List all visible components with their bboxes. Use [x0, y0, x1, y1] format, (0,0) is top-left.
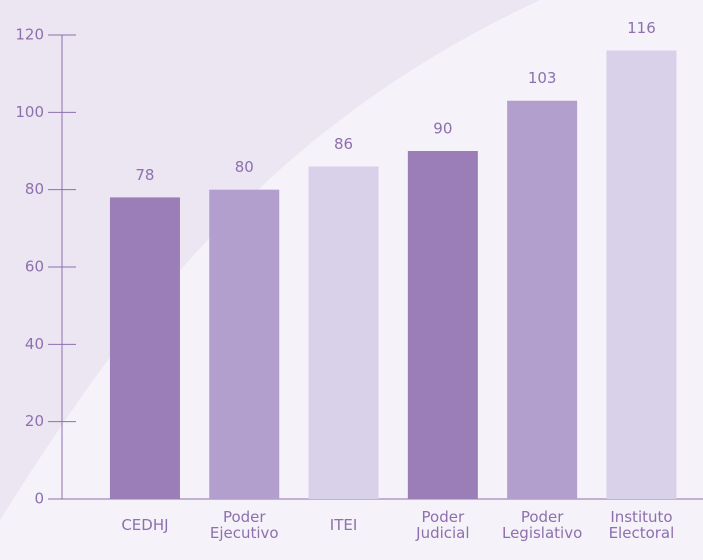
value-label: 80: [235, 158, 254, 176]
x-tick-label: Poder Ejecutivo: [209, 508, 279, 542]
x-tick-label: CEDHJ: [121, 516, 169, 534]
y-tick-label: 120: [15, 26, 44, 44]
y-tick-label: 40: [25, 335, 44, 353]
y-tick-label: 0: [34, 490, 44, 508]
y-tick-label: 60: [25, 258, 44, 276]
bar: [109, 197, 180, 499]
value-label: 86: [334, 135, 353, 153]
y-tick-label: 80: [25, 180, 44, 198]
x-tick-label: Poder Judicial: [416, 508, 470, 542]
value-label: 116: [627, 19, 656, 37]
bar: [308, 166, 379, 499]
x-tick-label: ITEI: [329, 516, 358, 534]
value-label: 103: [528, 69, 557, 87]
value-label: 90: [433, 120, 452, 138]
bar: [507, 100, 578, 499]
bar: [209, 189, 280, 499]
y-tick-label: 100: [15, 103, 44, 121]
x-tick-label: Instituto Electoral: [608, 508, 675, 542]
y-tick-label: 20: [25, 412, 44, 430]
x-tick-label: Poder Legislativo: [501, 508, 583, 542]
bar: [407, 151, 478, 499]
value-label: 78: [135, 166, 154, 184]
bar: [606, 50, 677, 499]
